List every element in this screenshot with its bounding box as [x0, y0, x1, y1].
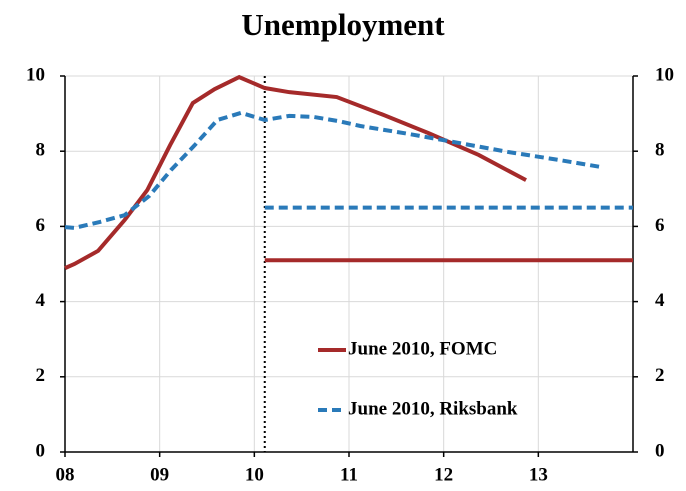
y2-tick-label: 6	[655, 215, 665, 236]
y2-tick-label: 10	[655, 64, 674, 85]
x-tick-label: 13	[529, 464, 548, 485]
y-tick-label: 6	[36, 215, 46, 236]
x-tick-label: 11	[340, 464, 358, 485]
legend-label: June 2010, Riksbank	[348, 398, 518, 419]
series-line	[64, 74, 527, 270]
y2-tick-label: 2	[655, 365, 665, 386]
y2-tick-label: 0	[655, 440, 665, 461]
legend-label: June 2010, FOMC	[348, 338, 497, 359]
x-tick-label: 12	[434, 464, 453, 485]
chart-title: Unemployment	[241, 7, 445, 42]
x-tick-label: 08	[56, 464, 75, 485]
y-tick-label: 8	[36, 140, 46, 161]
x-tick-label: 10	[245, 464, 264, 485]
y-tick-label: 2	[36, 365, 46, 386]
x-tick-label: 09	[150, 464, 169, 485]
series-line	[64, 110, 602, 230]
y-tick-label: 4	[36, 290, 46, 311]
y-tick-label: 10	[26, 64, 45, 85]
y-tick-label: 0	[36, 440, 46, 461]
y2-tick-label: 8	[655, 140, 665, 161]
y2-tick-label: 4	[655, 290, 665, 311]
